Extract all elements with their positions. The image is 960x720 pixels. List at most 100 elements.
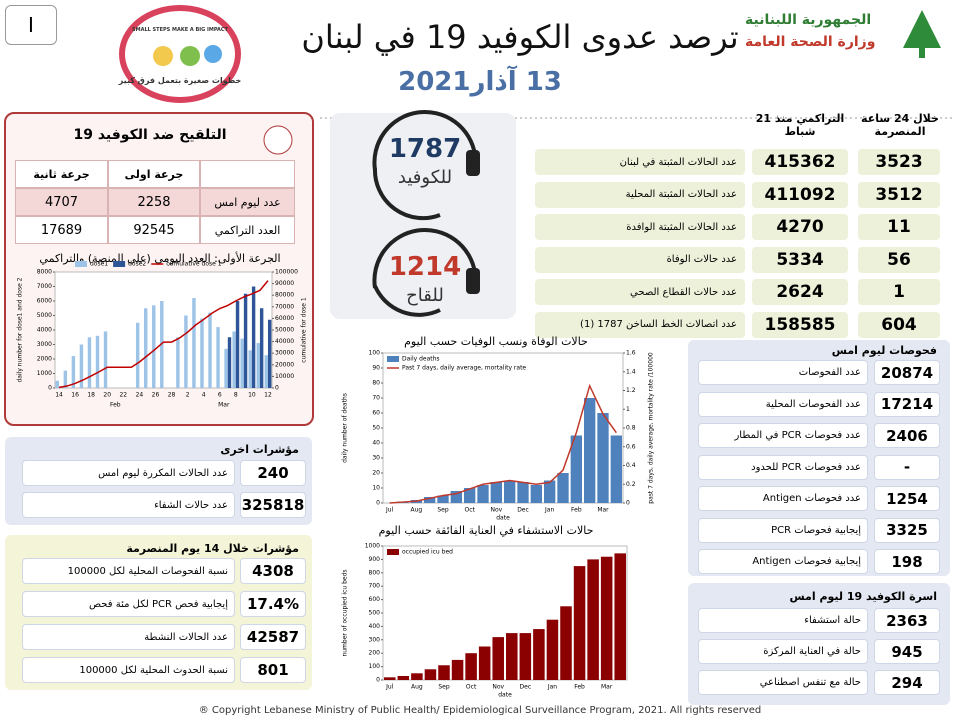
cedar-logo [903, 10, 941, 58]
bar [490, 482, 502, 503]
y-tick-label: 0 [376, 677, 380, 684]
row-label: عدد فحوصات PCR للحدود [698, 454, 868, 480]
bar [492, 637, 504, 680]
y2-tick-label: 0.8 [626, 425, 636, 432]
campaign-text: SMALL STEPS MAKE A BIG IMPACT [132, 27, 228, 33]
table-cell: 92545 [108, 216, 200, 244]
y2-tick-label: 0 [626, 500, 630, 507]
chart: حالات الاستشفاء في العناية الفائقة حسب ا… [342, 524, 628, 699]
ministry: الجمهورية اللبنانية [745, 12, 872, 28]
daily-value: 56 [858, 246, 940, 273]
row-label: عدد الحالات المثبتة في لبنان [535, 149, 745, 175]
y-tick-label: 200 [369, 650, 381, 657]
row-label: حالة مع تنفس اصطناعي [698, 670, 868, 695]
bar [224, 348, 228, 388]
bar [584, 398, 596, 503]
legend-swatch [75, 261, 87, 267]
table-cell: 4707 [15, 188, 108, 216]
bar [55, 380, 60, 388]
legend-label: occupied icu bed [402, 549, 453, 556]
row-label: حالة استشفاء [698, 608, 868, 633]
bar [546, 619, 559, 680]
row-label: عدد حالات الشفاء [22, 492, 235, 518]
bar [438, 665, 450, 680]
legend-label: dose1 [90, 261, 108, 268]
bar [560, 606, 572, 680]
bar [216, 327, 220, 388]
bar [256, 343, 260, 388]
chart-title: حالات الاستشفاء في العناية الفائقة حسب ا… [379, 524, 594, 537]
x-tick-label: 24 [136, 392, 144, 399]
row-value: 2406 [874, 423, 940, 448]
x-tick-label: 26 [152, 392, 160, 399]
plot-area [382, 545, 628, 681]
x-tick-label: 14 [55, 392, 63, 399]
row-label: عدد فحوصات Antigen [698, 486, 868, 511]
row-label: عدد الفحوصات [698, 360, 868, 385]
x-tick-label: Oct [466, 684, 477, 691]
bar [135, 322, 140, 388]
y2-tick-label: 60000 [275, 315, 294, 322]
cumulative-value: 411092 [752, 181, 848, 208]
legend-label: Past 7 days, daily average, mortality ra… [402, 365, 526, 372]
row-label: إيجابية فحوصات PCR [698, 517, 868, 543]
bar [504, 480, 516, 503]
legend-label: dose2 [128, 261, 146, 268]
y2-axis-label: cumulative for dose 1 [301, 297, 308, 363]
x-tick-label: Jan [547, 684, 557, 691]
bar [232, 331, 236, 388]
y-tick-label: 1000 [365, 543, 380, 550]
bar [544, 480, 556, 503]
bar [533, 629, 545, 680]
y-tick-label: 10 [372, 485, 380, 492]
x-tick-label: Aug [410, 507, 422, 514]
row-value: 20874 [874, 360, 940, 385]
bar [424, 669, 437, 680]
y2-tick-label: 10000 [275, 373, 294, 380]
bar [63, 370, 68, 388]
bar [144, 308, 148, 388]
bar [517, 482, 529, 503]
page-date: 13 آذار2021 [398, 67, 562, 97]
row-label: عدد حالات الوفاة [535, 246, 745, 273]
x-tick-label: 12 [264, 392, 272, 399]
x-tick-label: 16 [71, 392, 79, 399]
bar [264, 355, 268, 388]
bar [557, 473, 569, 503]
x-tick-label: Sep [438, 684, 450, 691]
daily-value: 604 [858, 311, 940, 338]
y2-tick-label: 0 [275, 385, 279, 392]
bar [437, 495, 449, 503]
bar [208, 312, 212, 388]
bar [519, 633, 532, 680]
y-tick-label: 700 [369, 583, 381, 590]
y-tick-label: 90 [372, 365, 380, 372]
bar [451, 659, 464, 680]
table-cell [200, 160, 295, 188]
x-tick-label: 10 [248, 392, 256, 399]
bar [176, 337, 180, 388]
y2-tick-label: 1 [626, 406, 630, 413]
x-tick-label: Mar [597, 507, 609, 514]
y-tick-label: 600 [369, 596, 381, 603]
department: وزارة الصحة العامة [745, 34, 876, 50]
row-value: 17.4% [240, 591, 306, 617]
table-cell: عدد ليوم امس [200, 188, 295, 216]
x-tick-label: 28 [168, 392, 176, 399]
x-tick-label: 6 [218, 392, 222, 399]
y2-tick-label: 90000 [275, 280, 294, 287]
y-tick-label: 40 [372, 440, 380, 447]
daily-value: 11 [858, 214, 940, 240]
bar [200, 318, 204, 388]
row-label: إيجابية فحص PCR لكل مئة فحص [22, 591, 235, 617]
y2-tick-label: 1.6 [626, 350, 636, 357]
row-value: 3325 [874, 517, 940, 543]
bar [464, 488, 476, 503]
bar [79, 344, 84, 388]
row-value: 42587 [240, 624, 306, 650]
x-tick-label: Sep [437, 507, 449, 514]
row-label: عدد حالات القطاع الصحي [535, 279, 745, 305]
y-tick-label: 7000 [37, 283, 52, 290]
campaign-logo [119, 5, 241, 103]
cumulative-value: 2624 [752, 279, 848, 305]
